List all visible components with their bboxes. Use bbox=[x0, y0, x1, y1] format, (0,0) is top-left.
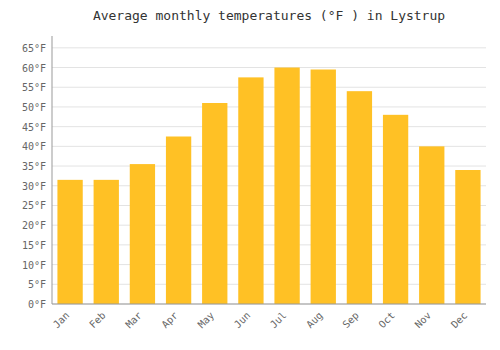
x-tick-label: Nov bbox=[413, 310, 434, 331]
x-tick-label: Aug bbox=[304, 310, 325, 331]
y-axis: 0°F 5°F 10°F 15°F 20°F 25°F 30°F 35°F 40°F 45°F 50… bbox=[22, 43, 46, 310]
y-tick-label: 40°F bbox=[22, 141, 46, 152]
x-axis-line bbox=[52, 304, 486, 305]
page: {"chart_data": {"type": "bar", "title": … bbox=[0, 0, 500, 350]
x-tick-label: May bbox=[196, 310, 217, 331]
x-tick-label: Oct bbox=[376, 310, 397, 331]
grid-line bbox=[52, 304, 486, 305]
chart: Average monthly temperatures (°F ) in Ly… bbox=[0, 0, 500, 350]
y-tick-label: 50°F bbox=[22, 102, 46, 113]
bar bbox=[238, 77, 263, 304]
y-axis-line bbox=[52, 36, 53, 304]
y-tick-label: 45°F bbox=[22, 122, 46, 133]
grid-line bbox=[52, 67, 486, 68]
y-tick-label: 10°F bbox=[22, 260, 46, 271]
x-tick-label: Jun bbox=[232, 310, 253, 331]
bar bbox=[166, 137, 191, 305]
x-tick-label: Apr bbox=[159, 310, 180, 331]
bar bbox=[311, 70, 336, 305]
bar bbox=[202, 103, 227, 304]
y-tick-label: 55°F bbox=[22, 82, 46, 93]
x-tick-label: Mar bbox=[123, 310, 144, 331]
x-tick-label: Jan bbox=[51, 310, 72, 331]
grid-line bbox=[52, 87, 486, 88]
y-tick-label: 30°F bbox=[22, 181, 46, 192]
grid bbox=[52, 48, 486, 304]
x-tick-label: Sep bbox=[340, 310, 361, 331]
x-tick-label: Dec bbox=[449, 310, 470, 331]
x-tick-label: Feb bbox=[87, 310, 108, 331]
y-tick-label: 25°F bbox=[22, 200, 46, 211]
x-axis: Jan Feb Mar Apr May Jun Jul Aug Sep Oct Nov Dec bbox=[51, 310, 469, 331]
bar bbox=[347, 91, 372, 304]
y-tick-label: 5°F bbox=[28, 279, 46, 290]
y-tick-label: 0°F bbox=[28, 299, 46, 310]
y-tick-label: 15°F bbox=[22, 240, 46, 251]
bars bbox=[57, 68, 480, 304]
bar bbox=[383, 115, 408, 304]
bar bbox=[57, 180, 82, 304]
bar bbox=[455, 170, 480, 304]
bar bbox=[94, 180, 119, 304]
grid-line bbox=[52, 47, 486, 48]
y-tick-label: 65°F bbox=[22, 43, 46, 54]
bar bbox=[419, 146, 444, 304]
y-tick-label: 35°F bbox=[22, 161, 46, 172]
grid-line bbox=[52, 126, 486, 127]
bar bbox=[274, 68, 299, 304]
bar bbox=[130, 164, 155, 304]
grid-line bbox=[52, 106, 486, 107]
title: Average monthly temperatures (°F ) in Ly… bbox=[93, 8, 445, 23]
x-tick-label: Jul bbox=[268, 310, 289, 331]
y-tick-label: 60°F bbox=[22, 63, 46, 74]
y-tick-label: 20°F bbox=[22, 220, 46, 231]
